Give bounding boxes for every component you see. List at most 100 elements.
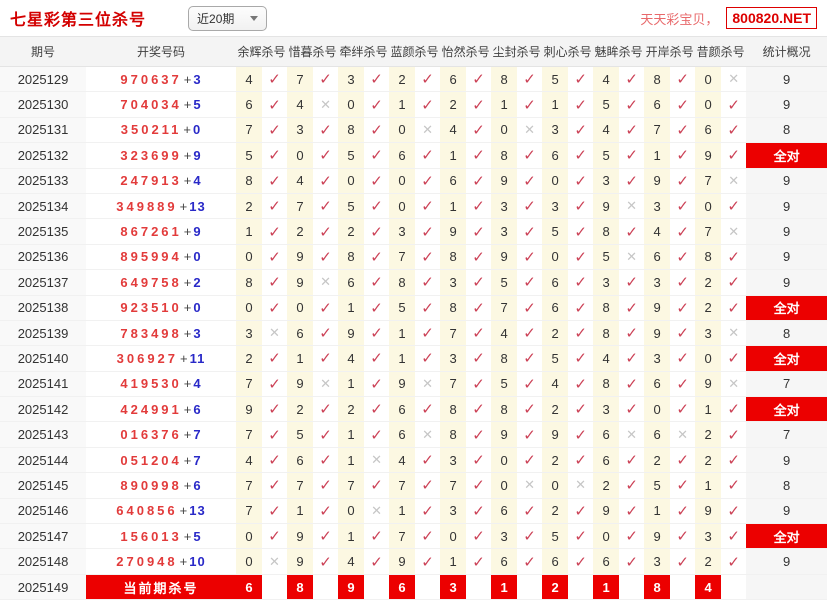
kill-number-cell: 7 [695, 168, 722, 194]
kill-number-cell: 9 [644, 320, 671, 347]
check-icon: ✓ [625, 299, 638, 317]
kill-number-cell: 9 [287, 269, 314, 296]
mark-cell: ✓ [364, 168, 390, 194]
kill-number-cell: 7 [287, 66, 314, 93]
period-cell: 2025140 [0, 345, 86, 372]
mark-cell: ✓ [517, 91, 543, 118]
check-icon: ✓ [319, 553, 332, 571]
mark-cell: ✓ [364, 142, 390, 169]
current-kill-number-cell: 2 [542, 574, 569, 600]
mark-cell: ✓ [313, 498, 339, 525]
check-icon: ✓ [370, 248, 383, 266]
mark-cell: ✓ [670, 244, 696, 271]
col-header-period: 期号 [0, 36, 86, 67]
kill-number-cell: 8 [440, 396, 467, 423]
mark-cell: ✓ [364, 345, 390, 372]
mark-cell: ✓ [313, 345, 339, 372]
check-icon: ✓ [268, 299, 281, 317]
draw-number-cell: 270948 +10 [86, 548, 236, 575]
mark-cell: ✓ [517, 421, 543, 448]
check-icon: ✓ [523, 375, 536, 393]
range-select[interactable]: 近20期 [188, 5, 268, 31]
check-icon: ✓ [268, 528, 281, 546]
mark-cell: ✓ [415, 345, 441, 372]
mark-cell: ✓ [364, 523, 390, 550]
mark-cell: ✓ [568, 320, 594, 347]
check-icon: ✓ [625, 502, 638, 520]
mark-cell: ✓ [670, 345, 696, 372]
kill-number-cell: 6 [491, 498, 518, 525]
mark-cell: ✓ [619, 523, 645, 550]
mark-cell: ✓ [262, 371, 288, 398]
table-row: 2025135 867261 +9 1 ✓ 2 ✓ 2 ✓ 3 ✓ 9 ✓ 3 ✓ 5 ✓ 8 ✓ 4 ✓ 7 ✕ 9 [0, 218, 827, 245]
mark-cell: ✓ [721, 523, 747, 550]
check-icon: ✓ [268, 147, 281, 165]
kill-number-cell: 6 [389, 421, 416, 448]
check-icon: ✓ [472, 477, 485, 495]
kill-number-cell: 0 [236, 523, 262, 550]
mark-cell: ✓ [466, 244, 492, 271]
mark-cell: ✓ [466, 295, 492, 321]
mark-cell: ✓ [313, 396, 339, 423]
mark-cell: ✓ [517, 193, 543, 220]
kill-number-cell: 6 [491, 548, 518, 575]
kill-number-cell: 2 [287, 218, 314, 245]
kill-number-cell: 2 [338, 396, 365, 423]
check-icon: ✓ [574, 528, 587, 546]
check-icon: ✓ [727, 274, 740, 292]
mark-cell: ✓ [415, 472, 441, 499]
kill-number-cell: 0 [695, 66, 722, 93]
check-icon: ✓ [472, 274, 485, 292]
kill-number-cell: 1 [695, 472, 722, 499]
check-icon: ✓ [421, 452, 434, 470]
check-icon: ✓ [268, 172, 281, 190]
kill-number-cell: 8 [389, 269, 416, 296]
mark-cell [415, 574, 441, 600]
kill-number-cell: 7 [440, 320, 467, 347]
mark-cell [262, 574, 288, 600]
check-icon: ✓ [625, 553, 638, 571]
check-icon: ✓ [319, 223, 332, 241]
period-cell: 2025144 [0, 447, 86, 474]
period-cell: 2025138 [0, 295, 86, 321]
plus-sign: + [183, 325, 192, 341]
check-icon: ✓ [625, 350, 638, 368]
mark-cell: ✓ [466, 269, 492, 296]
mark-cell [619, 574, 645, 600]
check-icon: ✓ [370, 223, 383, 241]
mark-cell: ✓ [619, 345, 645, 372]
kill-number-cell: 3 [338, 66, 365, 93]
kill-number-cell: 6 [593, 421, 620, 448]
current-period-row: 2025149 当前期杀号 6 8 9 6 3 1 2 1 8 4 [0, 574, 827, 600]
kill-number-cell: 6 [236, 91, 262, 118]
cross-icon: ✕ [320, 96, 331, 112]
check-icon: ✓ [676, 248, 689, 266]
kill-number-cell: 7 [389, 244, 416, 271]
mark-cell: ✓ [466, 142, 492, 169]
mark-cell [466, 574, 492, 600]
mark-cell: ✓ [466, 396, 492, 423]
kill-number-cell: 9 [287, 548, 314, 575]
mark-cell: ✓ [721, 447, 747, 474]
kill-number-cell: 8 [440, 421, 467, 448]
check-icon: ✓ [370, 96, 383, 114]
kill-number-cell: 1 [644, 498, 671, 525]
kill-number-cell: 0 [440, 523, 467, 550]
kill-number-cell: 2 [236, 193, 262, 220]
draw-number-cell: 156013 +5 [86, 523, 236, 550]
kill-number-cell: 9 [695, 371, 722, 398]
table-row: 2025142 424991 +6 9 ✓ 2 ✓ 2 ✓ 6 ✓ 8 ✓ 8 ✓ 2 ✓ 3 ✓ 0 ✓ 1 ✓ 全对 [0, 396, 827, 423]
check-icon: ✓ [472, 248, 485, 266]
mark-cell: ✓ [262, 66, 288, 93]
mark-cell: ✓ [415, 193, 441, 220]
kill-number-cell: 8 [236, 168, 262, 194]
mark-cell: ✓ [568, 91, 594, 118]
stat-cell: 9 [746, 269, 827, 296]
kill-number-cell: 3 [287, 117, 314, 144]
kill-number-cell: 2 [695, 548, 722, 575]
check-icon: ✓ [319, 452, 332, 470]
kill-number-cell: 8 [593, 320, 620, 347]
check-icon: ✓ [421, 528, 434, 546]
mark-cell: ✕ [517, 472, 543, 499]
check-icon: ✓ [523, 528, 536, 546]
